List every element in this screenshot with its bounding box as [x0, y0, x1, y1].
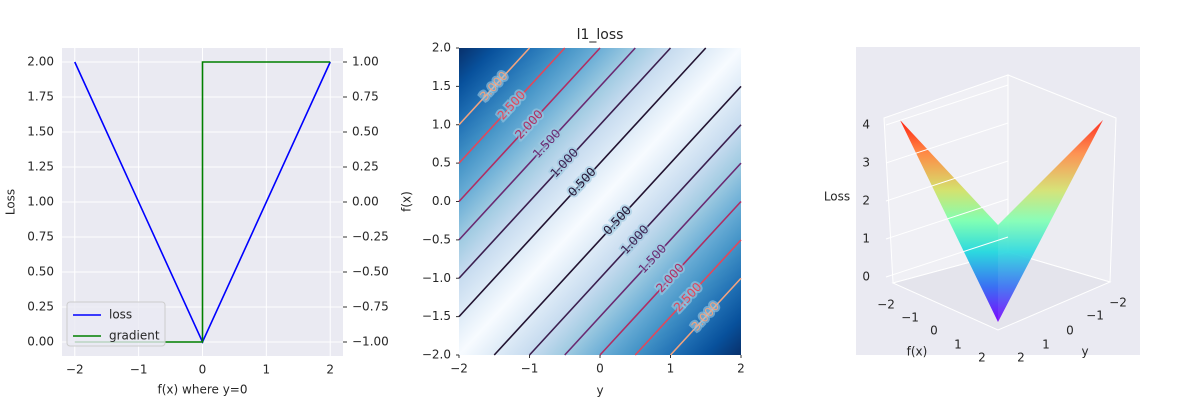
z-tick-label: 2	[862, 194, 870, 208]
contour-line	[458, 47, 636, 241]
y-tick-label: −0.5	[422, 232, 451, 246]
y-tick-label: −1.5	[422, 309, 451, 323]
y2-tick-label: 1.00	[352, 55, 379, 69]
x-tick-label: 0	[930, 324, 938, 338]
y-axis-label: f(x)	[400, 191, 414, 212]
y2-tick-label: −0.75	[352, 300, 389, 314]
z-grid-line	[885, 160, 1009, 202]
x-tick-label: 2	[978, 351, 986, 365]
x-tick-label: 1	[263, 363, 271, 377]
y-axis-label: Loss	[4, 189, 18, 215]
x-tick-label: 2	[737, 362, 745, 376]
y2-tick-label: 0.75	[352, 90, 379, 104]
x-tick-label: 0	[596, 362, 604, 376]
y-tick-label: 1	[1042, 338, 1050, 352]
contour-line	[669, 277, 742, 356]
heatmap	[459, 48, 741, 355]
y-tick-label: 0.50	[27, 265, 54, 279]
y-axis-label: y	[1081, 345, 1088, 359]
y-tick-label: 0.5	[432, 156, 451, 170]
contour-line	[493, 85, 742, 356]
x-tick-label: −1	[130, 363, 148, 377]
y2-tick-label: 0.50	[352, 125, 379, 139]
z-grid-line	[885, 84, 1009, 126]
y-tick-label: −1.0	[422, 271, 451, 285]
z-tick-label: 4	[862, 118, 870, 132]
contour-line	[599, 200, 742, 356]
contour-line	[634, 239, 742, 356]
x-axis-label: y	[596, 384, 603, 398]
chart-title: l1_loss	[577, 27, 624, 43]
y-tick-label: 0.25	[27, 300, 54, 314]
y-tick-label: 0.0	[432, 194, 451, 208]
x-tick-label: 1	[954, 338, 962, 352]
contour-line	[458, 47, 707, 318]
legend-label: gradient	[109, 329, 160, 343]
legend-box	[66, 301, 166, 347]
y-tick-label: −1	[1086, 309, 1104, 323]
y-tick-label: 1.5	[432, 79, 451, 93]
z-tick-label: 0	[862, 270, 870, 284]
surface-left	[900, 120, 998, 322]
x-axis-label: f(x) where y=0	[158, 383, 248, 397]
panel-2: 0.5000.5001.0001.0001.5001.5002.0002.000…	[400, 27, 745, 398]
x-tick-label: 0	[199, 363, 207, 377]
panel-1: −2 −1 0 1 2 0.00 0.25 0.50 0.75 1.00 1.25 1.50 1.75 2…	[4, 48, 389, 397]
x-tick-label: −2	[877, 298, 895, 312]
panel-3: 0 1 2 3 4 −2 −1 0 1 2 2 1 0 −1 −2 f(x) y Loss	[824, 84, 1127, 365]
contour-line	[458, 47, 672, 279]
legend-label: loss	[109, 308, 132, 322]
y-tick-label: 1.50	[27, 125, 54, 139]
contour-line	[458, 47, 566, 164]
y-tick-label: 0	[1066, 324, 1074, 338]
y-tick-label: 1.25	[27, 160, 54, 174]
y-tick-label: 0.75	[27, 230, 54, 244]
z-tick-label: 1	[862, 232, 870, 246]
z-grid-line	[885, 198, 1009, 240]
y2-tick-label: 0.00	[352, 195, 379, 209]
z-grid-line	[885, 236, 1009, 278]
y2-tick-label: −0.25	[352, 230, 389, 244]
x-tick-label: −1	[901, 311, 919, 325]
y2-tick-label: −1.00	[352, 335, 389, 349]
contour-line	[564, 162, 742, 356]
y-tick-label: 2.0	[432, 41, 451, 55]
contour-line	[458, 47, 601, 203]
z-tick-label: 3	[862, 156, 870, 170]
y-tick-label: 2	[1017, 351, 1025, 365]
y-tick-label: 1.00	[27, 195, 54, 209]
x-tick-label: 1	[667, 362, 675, 376]
contour-line	[458, 47, 531, 126]
z-axis-label: Loss	[824, 190, 850, 204]
x-tick-label: −2	[66, 363, 84, 377]
surface-right	[998, 120, 1103, 322]
y2-tick-label: 0.25	[352, 160, 379, 174]
y-tick-label: 2.00	[27, 55, 54, 69]
y-tick-label: 1.75	[27, 90, 54, 104]
y2-tick-label: −0.50	[352, 265, 389, 279]
y-tick-label: −2.0	[422, 348, 451, 362]
y-tick-label: −2	[1109, 296, 1127, 310]
y-tick-label: 0.00	[27, 335, 54, 349]
y-tick-label: 1.0	[432, 117, 451, 131]
z-grid-line	[885, 122, 1009, 164]
contour-line	[528, 124, 742, 356]
x-tick-label: −1	[521, 362, 539, 376]
x-tick-label: −2	[450, 362, 468, 376]
x-tick-label: 2	[326, 363, 334, 377]
x-axis-label: f(x)	[907, 345, 928, 359]
